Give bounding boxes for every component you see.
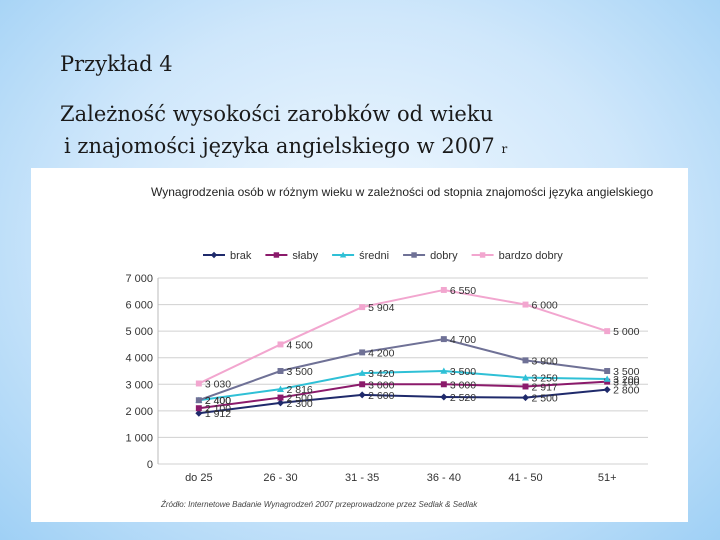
data-point: [358, 391, 366, 399]
data-label: 2 400: [205, 395, 231, 407]
y-tick-label: 5 000: [125, 326, 153, 338]
data-label: 2 816: [287, 384, 313, 396]
series-line: [198, 388, 608, 415]
data-point: [604, 368, 611, 374]
data-label: 3 250: [532, 373, 558, 385]
series-line: [198, 288, 608, 385]
data-point: [603, 386, 611, 394]
data-point: [603, 375, 611, 382]
data-label: 3 420: [368, 368, 394, 380]
slide-title-line2: i znajomości języka angielskiego w 2007 …: [60, 130, 507, 165]
series-line: [198, 338, 608, 402]
x-tick-label: 26 - 30: [263, 472, 297, 484]
data-label: 2 500: [287, 393, 313, 405]
data-point: [522, 383, 529, 390]
x-tick-label: 41 - 50: [508, 472, 542, 484]
data-point: [358, 369, 366, 376]
data-label: 2 800: [613, 385, 639, 397]
data-label: 3 000: [450, 379, 476, 391]
y-tick-label: 1 000: [125, 432, 153, 444]
series-line: [198, 380, 608, 410]
chart-panel: Wynagrodzenia osób w różnym wieku w zale…: [31, 168, 688, 522]
data-point: [277, 394, 284, 401]
chart-title: Wynagrodzenia osób w różnym wieku w zale…: [151, 185, 654, 199]
data-label: 4 500: [287, 339, 313, 351]
legend-label: dobry: [430, 250, 458, 262]
data-label: 2 520: [450, 392, 476, 404]
data-label: 2 300: [287, 398, 313, 410]
data-label: 6 000: [532, 300, 558, 312]
data-label: 6 550: [450, 285, 476, 297]
legend-label: bardzo dobry: [499, 250, 564, 262]
data-point: [522, 394, 529, 402]
legend-marker: [339, 251, 347, 258]
legend-marker: [210, 251, 218, 259]
data-point: [359, 304, 366, 311]
y-tick-label: 4 000: [125, 353, 153, 365]
data-point: [359, 381, 366, 388]
x-tick-label: 36 - 40: [427, 472, 461, 484]
data-label: 5 000: [613, 326, 639, 338]
slide-title-line1: Zależność wysokości zarobków od wieku: [60, 102, 494, 126]
data-point: [195, 397, 202, 404]
data-label: 3 900: [532, 355, 558, 367]
series-line: [198, 369, 608, 402]
data-point: [359, 349, 366, 356]
slide-title: Zależność wysokości zarobków od wieku i …: [60, 98, 507, 165]
data-label: 2 400: [205, 395, 231, 407]
data-point: [277, 341, 284, 348]
data-point: [195, 409, 203, 417]
x-tick-label: do 25: [185, 472, 213, 484]
data-point: [440, 367, 448, 374]
legend-marker: [411, 252, 417, 258]
x-tick-label: 31 - 35: [345, 472, 379, 484]
legend-marker: [273, 252, 280, 258]
data-label: 2 100: [205, 403, 231, 415]
data-label: 3 500: [613, 366, 639, 378]
data-label: 4 200: [368, 347, 394, 359]
data-point: [522, 374, 529, 381]
data-point: [195, 380, 202, 387]
data-label: 3 500: [287, 366, 313, 378]
legend-marker: [479, 252, 486, 258]
data-point: [195, 405, 202, 412]
line-chart: 0 1 000 2 000 3 000 4 000 5 000 6 000 7 000 do 2…: [125, 250, 648, 484]
legend-label: słaby: [292, 250, 318, 262]
data-point: [277, 385, 284, 392]
data-point: [522, 301, 529, 308]
data-point: [440, 393, 448, 401]
y-tick-label: 6 000: [125, 300, 153, 312]
data-label: 2 600: [368, 390, 394, 402]
x-tick-label: 51+: [598, 472, 617, 484]
chart-source: Źródło: Internetowe Badanie Wynagrodzeń …: [161, 500, 478, 509]
data-point: [440, 381, 447, 388]
data-label: 4 700: [450, 334, 476, 346]
legend-label: średni: [359, 250, 389, 262]
y-tick-label: 2 000: [125, 406, 153, 418]
data-label: 3 000: [368, 379, 394, 391]
data-point: [522, 357, 529, 364]
data-label: 3 030: [205, 378, 231, 390]
data-point: [604, 328, 611, 335]
data-label: 3 100: [613, 377, 639, 389]
slide-heading: Przykład 4: [60, 52, 173, 76]
y-tick-label: 0: [147, 459, 153, 471]
data-label: 1 912: [205, 408, 231, 420]
data-point: [277, 368, 284, 374]
data-point: [440, 336, 447, 343]
data-label: 2 917: [532, 381, 558, 393]
legend-label: brak: [230, 250, 252, 262]
data-label: 3 500: [450, 366, 476, 378]
data-point: [277, 399, 284, 407]
slide-title-suffix: r: [501, 142, 508, 156]
y-tick-label: 3 000: [125, 379, 153, 391]
y-tick-label: 7 000: [125, 273, 153, 285]
slide-title-line2-text: i znajomości języka angielskiego w 2007: [64, 134, 495, 158]
data-label: 2 500: [532, 393, 558, 405]
data-label: 3 200: [613, 374, 639, 386]
data-point: [440, 286, 447, 293]
data-label: 5 904: [368, 302, 394, 314]
